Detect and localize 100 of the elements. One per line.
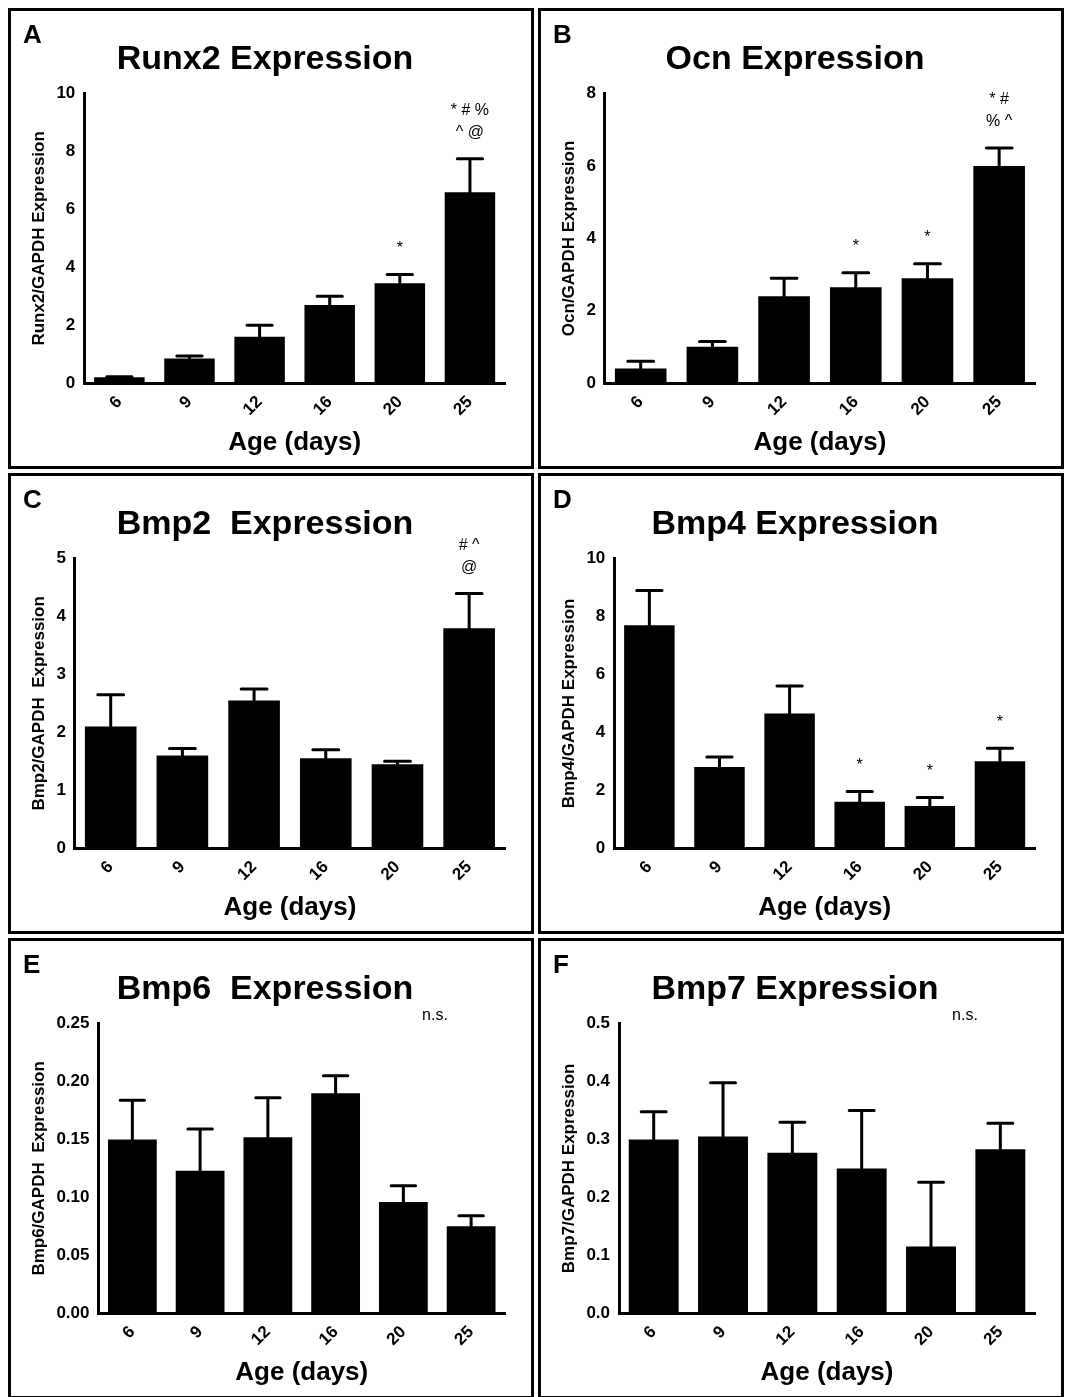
y-axis-title: Bmp4/GAPDH Expression	[558, 598, 578, 809]
annotation: @	[461, 557, 478, 575]
annotation: % ^	[986, 112, 1013, 130]
x-tick-label: 9	[709, 1321, 730, 1343]
x-axis-title: Age (days)	[223, 890, 357, 921]
y-tick-label: 0.15	[56, 1129, 90, 1149]
y-tick-label: 0	[586, 372, 596, 392]
annotation: n.s.	[952, 1006, 978, 1024]
y-tick-label: 0.25	[56, 1013, 90, 1033]
y-tick-label: 8	[586, 83, 596, 103]
y-tick-label: 0.00	[56, 1302, 90, 1322]
y-tick-label: 0	[595, 837, 606, 857]
y-axis-title: Ocn/GAPDH Expression	[558, 140, 578, 337]
x-tick-label: 12	[238, 391, 266, 419]
x-tick-label: 16	[309, 391, 336, 419]
x-axis-title: Age (days)	[753, 425, 887, 456]
annotation: * # %	[450, 101, 490, 119]
x-tick-label: 25	[450, 1321, 478, 1349]
annotation: *	[926, 761, 933, 779]
y-tick-label: 6	[595, 664, 606, 684]
x-tick-label: 16	[835, 391, 862, 419]
chart-title: Bmp2 Expression	[116, 502, 414, 541]
x-tick-label: 6	[635, 856, 656, 878]
annotation: *	[856, 756, 863, 774]
x-tick-label: 9	[705, 856, 726, 878]
annotation: *	[924, 228, 931, 246]
x-tick-label: 9	[698, 391, 719, 413]
y-tick-label: 3	[56, 664, 66, 684]
text: B	[553, 19, 572, 50]
y-tick-label: 0.1	[586, 1244, 611, 1264]
x-tick-label: 20	[910, 1321, 938, 1349]
chart-title: Bmp6 Expression	[116, 967, 414, 1006]
x-axis-title: Age (days)	[760, 1355, 894, 1386]
text: C	[23, 484, 42, 515]
y-tick-label: 0.5	[586, 1013, 611, 1033]
y-tick-label: 0.3	[586, 1129, 611, 1149]
annotation: *	[852, 237, 859, 255]
x-tick-label: 12	[763, 391, 791, 419]
x-tick-label: 20	[906, 391, 934, 419]
chart-title: Runx2 Expression	[116, 37, 414, 76]
y-tick-label: 0	[56, 837, 66, 857]
y-tick-label: 0.2	[586, 1187, 611, 1207]
x-tick-label: 16	[314, 1321, 342, 1349]
x-tick-label: 9	[186, 1321, 207, 1343]
x-tick-label: 12	[768, 856, 796, 884]
x-tick-label: 20	[379, 391, 406, 419]
y-tick-label: 4	[595, 722, 606, 742]
y-tick-label: 4	[65, 257, 76, 277]
x-tick-label: 25	[979, 1321, 1007, 1349]
x-tick-label: 6	[626, 391, 647, 413]
text: F	[553, 949, 569, 980]
y-axis-title: Runx2/GAPDH Expression	[28, 131, 48, 346]
y-tick-label: 6	[586, 155, 596, 175]
x-tick-label: 20	[382, 1321, 410, 1349]
y-tick-label: 2	[56, 722, 66, 742]
x-tick-label: 6	[105, 391, 126, 413]
x-tick-label: 6	[639, 1321, 660, 1343]
y-tick-label: 2	[65, 314, 76, 334]
y-tick-label: 0.05	[56, 1244, 90, 1264]
y-tick-label: 0.20	[56, 1071, 90, 1091]
y-tick-label: 6	[65, 199, 76, 219]
x-tick-label: 16	[839, 856, 866, 884]
x-tick-label: 16	[841, 1321, 868, 1349]
x-tick-label: 25	[449, 391, 477, 419]
y-tick-label: 0.10	[56, 1187, 90, 1207]
x-tick-label: 20	[909, 856, 936, 884]
annotation: ^ @	[455, 123, 485, 141]
y-tick-label: 10	[586, 548, 606, 568]
x-tick-label: 25	[979, 856, 1007, 884]
x-tick-label: 16	[305, 856, 332, 884]
x-tick-label: 9	[168, 856, 189, 878]
y-tick-label: 0	[65, 372, 76, 392]
chart-title: Ocn Expression	[665, 37, 925, 76]
y-tick-label: 0.0	[586, 1302, 611, 1322]
annotation: *	[996, 712, 1004, 730]
x-axis-title: Age (days)	[235, 1355, 369, 1386]
y-tick-label: 8	[65, 141, 76, 161]
y-tick-label: 2	[595, 779, 606, 799]
y-tick-label: 4	[586, 228, 597, 248]
x-tick-label: 25	[448, 856, 476, 884]
x-tick-label: 25	[978, 391, 1006, 419]
chart-title: Bmp7 Expression	[651, 967, 939, 1006]
y-tick-label: 4	[56, 606, 67, 626]
annotation: n.s.	[422, 1006, 448, 1024]
annotation: # ^	[458, 535, 481, 553]
y-tick-label: 1	[56, 779, 66, 799]
x-tick-label: 20	[376, 856, 404, 884]
y-axis-title: Bmp7/GAPDH Expression	[558, 1063, 578, 1274]
x-tick-label: 12	[771, 1321, 799, 1349]
x-axis-title: Age (days)	[758, 890, 892, 921]
text: D	[553, 484, 572, 515]
y-tick-label: 10	[56, 83, 76, 103]
y-tick-label: 5	[56, 548, 66, 568]
x-tick-label: 12	[247, 1321, 275, 1349]
annotation: *	[396, 238, 403, 256]
y-tick-label: 2	[586, 300, 596, 320]
y-axis-title: Bmp6/GAPDH Expression	[28, 1061, 48, 1276]
x-axis-title: Age (days)	[228, 425, 362, 456]
y-tick-label: 8	[595, 606, 606, 626]
x-tick-label: 12	[233, 856, 261, 884]
